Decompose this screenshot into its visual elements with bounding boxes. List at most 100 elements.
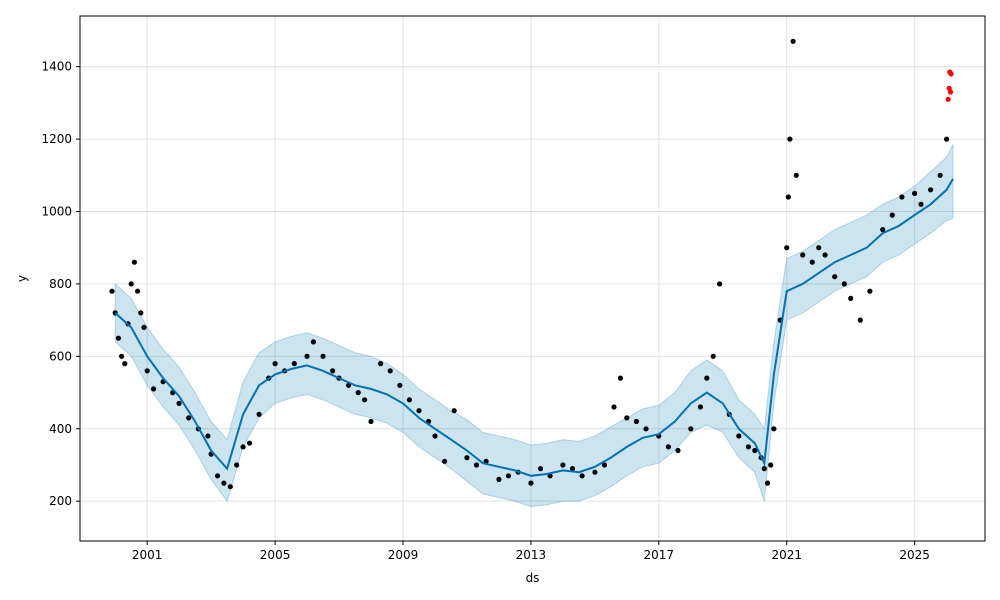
data-point [144, 368, 150, 374]
data-point [368, 418, 374, 425]
recent-points [945, 69, 954, 102]
data-point [176, 400, 182, 406]
data-point [764, 480, 771, 486]
data-point [697, 404, 704, 410]
recent-data-point [947, 89, 954, 95]
data-point [617, 375, 624, 381]
data-point [848, 295, 854, 301]
data-point [451, 408, 457, 414]
data-point [505, 473, 512, 479]
forecast-line [114, 178, 954, 477]
data-point [633, 418, 640, 425]
y-axis: 200 400 600 800 1000 1200 1400 [41, 60, 80, 508]
data-point [768, 462, 774, 468]
data-point [745, 444, 752, 450]
data-point [880, 227, 886, 233]
data-point [205, 433, 211, 439]
data-point [816, 245, 822, 251]
data-point [122, 361, 128, 367]
data-point [579, 473, 585, 479]
data-point [240, 444, 246, 450]
data-point [378, 361, 384, 367]
data-point [186, 415, 192, 421]
data-point [912, 190, 918, 196]
data-point [899, 194, 905, 200]
data-point [291, 361, 297, 367]
y-tick-label: 800 [49, 277, 72, 291]
data-point [800, 252, 806, 258]
data-point [752, 447, 758, 454]
y-tick-label: 1200 [41, 132, 72, 146]
data-point [432, 433, 438, 439]
data-point [785, 194, 791, 200]
data-point [761, 466, 767, 472]
data-point [592, 469, 598, 475]
data-point [944, 136, 950, 142]
data-point [473, 462, 480, 468]
data-point [809, 259, 815, 265]
data-point [464, 455, 470, 461]
data-point [406, 397, 412, 403]
data-point [483, 458, 489, 464]
data-point [256, 411, 262, 417]
x-tick-label: 2017 [644, 548, 675, 562]
x-tick-label: 2009 [388, 548, 419, 562]
data-point [442, 458, 448, 464]
data-point [787, 136, 793, 142]
data-point [857, 317, 863, 323]
data-point [822, 252, 828, 258]
data-point [665, 444, 672, 450]
data-point [790, 38, 796, 44]
data-point [643, 426, 649, 432]
data-point [234, 462, 240, 468]
data-point [128, 281, 134, 287]
data-point [710, 353, 716, 359]
data-point [131, 259, 137, 265]
data-point [320, 353, 326, 359]
data-point [771, 426, 777, 432]
data-point [675, 447, 681, 454]
data-point [601, 462, 608, 468]
data-point [528, 480, 534, 486]
data-point [135, 288, 141, 294]
data-point [109, 288, 115, 294]
data-point [937, 172, 943, 178]
grid-lines [80, 16, 985, 541]
uncertainty-band [114, 144, 954, 508]
x-axis: 2001 2005 2009 2013 2017 2021 2025 [132, 541, 930, 562]
data-point [115, 335, 121, 341]
data-point [310, 339, 316, 345]
data-point [867, 288, 873, 294]
data-point [221, 480, 227, 486]
data-point [688, 426, 694, 432]
data-point [138, 310, 144, 316]
data-point [569, 466, 576, 472]
data-point [397, 382, 403, 388]
data-point [889, 212, 895, 218]
y-tick-label: 200 [49, 494, 72, 508]
data-point [928, 187, 934, 193]
y-tick-label: 1400 [41, 60, 72, 74]
data-point [832, 274, 838, 280]
data-point [214, 473, 221, 479]
data-point [624, 415, 630, 421]
data-point [227, 484, 233, 490]
data-point [272, 361, 278, 367]
data-point [362, 397, 368, 403]
y-axis-label: y [15, 275, 29, 282]
x-tick-label: 2025 [899, 548, 930, 562]
data-point [387, 368, 393, 374]
data-point [704, 375, 710, 381]
data-point [304, 353, 310, 359]
data-point [717, 281, 723, 287]
data-point [151, 386, 157, 392]
x-axis-label: ds [526, 571, 540, 585]
data-point [736, 433, 742, 439]
data-point [793, 172, 799, 178]
data-point [784, 245, 790, 251]
data-point [246, 440, 253, 446]
x-tick-label: 2013 [516, 548, 547, 562]
x-tick-label: 2005 [260, 548, 291, 562]
recent-data-point [945, 96, 951, 102]
